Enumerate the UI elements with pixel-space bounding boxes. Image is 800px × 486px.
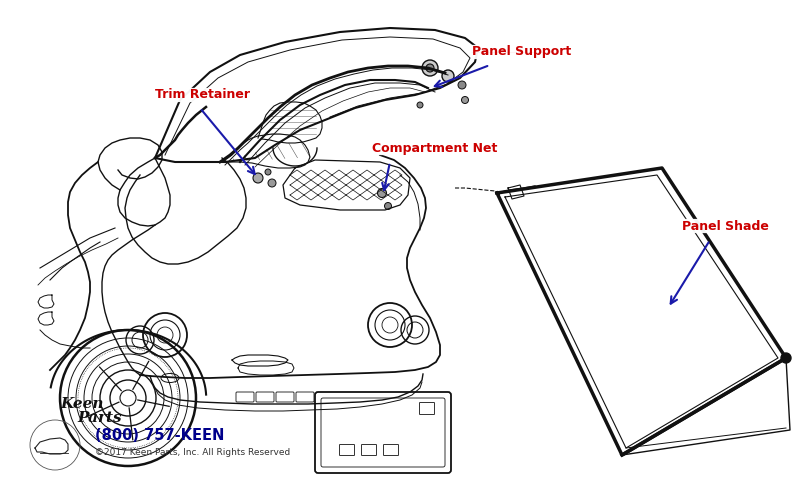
Circle shape bbox=[417, 102, 423, 108]
Circle shape bbox=[378, 189, 386, 197]
Circle shape bbox=[781, 353, 791, 363]
Circle shape bbox=[253, 173, 263, 183]
Circle shape bbox=[426, 64, 434, 72]
Circle shape bbox=[422, 60, 438, 76]
Circle shape bbox=[385, 203, 391, 209]
Circle shape bbox=[265, 169, 271, 175]
Text: ©2017 Keen Parts, Inc. All Rights Reserved: ©2017 Keen Parts, Inc. All Rights Reserv… bbox=[95, 448, 290, 457]
Text: Trim Retainer: Trim Retainer bbox=[155, 88, 250, 102]
Text: Keen: Keen bbox=[60, 397, 104, 411]
Circle shape bbox=[462, 97, 469, 104]
Circle shape bbox=[268, 179, 276, 187]
Text: (800) 757-KEEN: (800) 757-KEEN bbox=[95, 428, 224, 443]
Text: Panel Support: Panel Support bbox=[472, 46, 571, 58]
Text: Parts: Parts bbox=[78, 411, 122, 425]
Text: Compartment Net: Compartment Net bbox=[372, 141, 498, 155]
Circle shape bbox=[442, 70, 454, 82]
Text: Panel Shade: Panel Shade bbox=[682, 220, 769, 232]
Circle shape bbox=[458, 81, 466, 89]
